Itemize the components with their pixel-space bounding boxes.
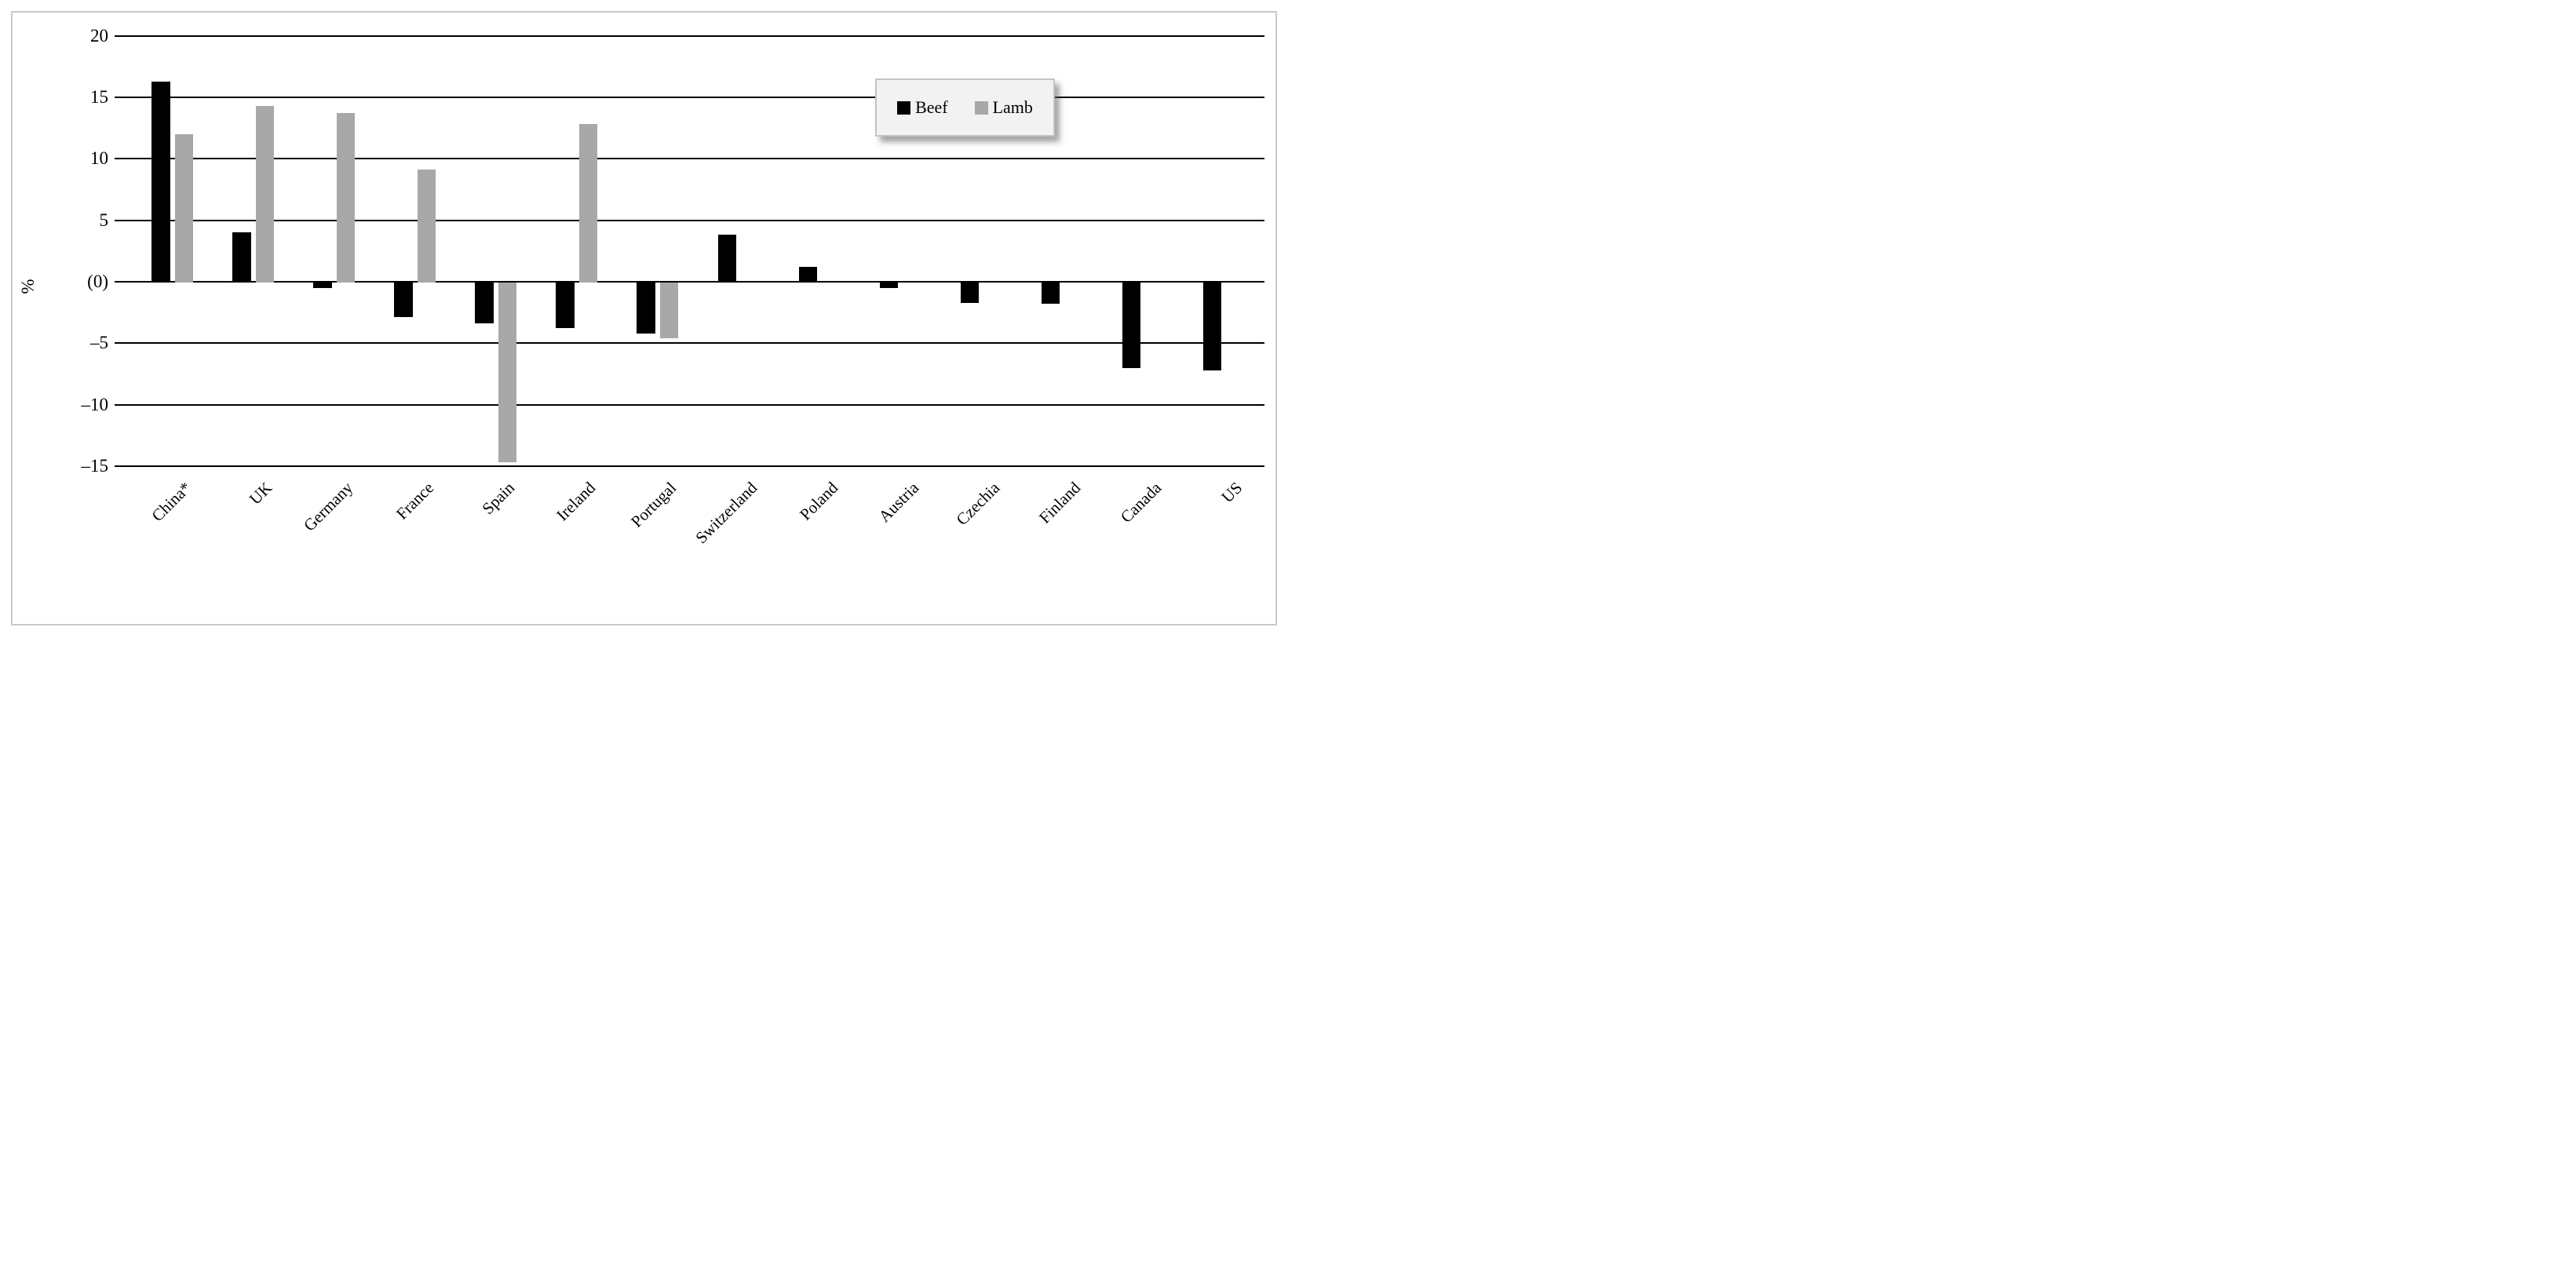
legend-swatch-lamb [974,100,988,115]
gridline-15 [115,97,1264,98]
bar-lamb-portugal [659,282,679,338]
gridline-–10 [115,403,1264,406]
gridline-–5 [115,342,1264,345]
bar-lamb-uk [255,105,275,283]
bar-beef-finland [1041,282,1060,305]
gridline-5 [115,219,1264,221]
bar-beef-canada [1122,282,1141,368]
bar-lamb-france [417,170,436,283]
bar-beef-us [1202,282,1222,370]
legend-label: Beef [915,97,948,117]
figure-border [11,11,1277,626]
gridline-(0) [115,280,1264,283]
bar-chart-figure: 20 15 10 5 (0) –5 –10 –15 China* UK Germany France… [0,0,1288,636]
legend: Beef Lamb [875,78,1055,137]
legend-item-lamb: Lamb [974,97,1033,118]
bar-beef-ireland [556,282,575,329]
y-tick-label: –5 [90,333,108,353]
bar-beef-uk [232,232,251,283]
gridline-20 [115,35,1264,37]
y-tick-label: 15 [90,87,108,107]
y-tick-label: 20 [90,25,108,46]
bar-beef-france [394,282,413,318]
bar-lamb-spain [498,282,517,463]
y-tick-label: 5 [99,210,109,230]
bar-beef-switzerland [717,235,737,283]
gridline-10 [115,158,1264,160]
legend-swatch-beef [897,100,911,115]
gridline-–15 [115,465,1264,467]
y-tick-label: (0) [87,271,108,291]
bar-beef-germany [313,282,332,288]
bar-lamb-ireland [578,124,598,283]
bar-lamb-germany [336,113,356,283]
bar-beef-poland [798,267,818,283]
bar-lamb-china [174,133,194,283]
bar-beef-china [151,81,170,283]
bar-beef-portugal [637,282,655,334]
y-axis-title: % [18,279,38,294]
legend-item-beef: Beef [897,97,948,118]
legend-label: Lamb [992,97,1033,117]
y-tick-label: –15 [81,455,109,476]
y-tick-label: 10 [90,148,108,169]
bar-beef-czechia [960,282,980,303]
bar-beef-spain [475,282,494,324]
bar-beef-austria [879,282,899,288]
y-tick-label: –10 [81,394,109,414]
